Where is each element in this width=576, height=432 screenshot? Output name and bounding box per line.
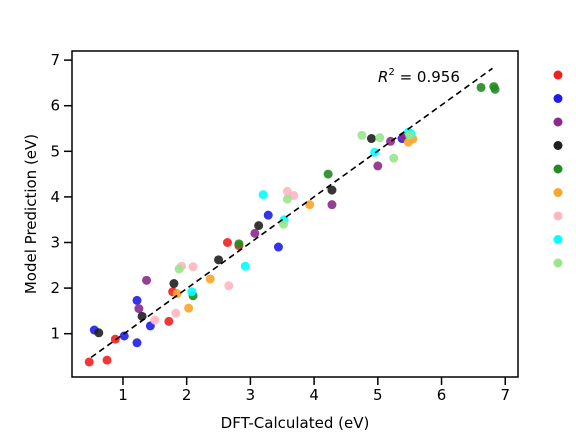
data-point-s2-6 [263,210,273,220]
data-point-s7-6 [282,186,292,196]
data-point-s3-4 [327,200,337,210]
data-point-s3-2 [142,275,152,285]
fit-line [90,67,493,359]
plot-frame [71,50,519,378]
data-point-s6-3 [205,274,215,284]
data-point-s5-3 [323,169,333,179]
x-tick-label: 4 [309,386,319,404]
y-tick-label: 5 [50,142,60,160]
r-squared-base: R [378,68,388,86]
legend-marker-4 [553,141,563,150]
y-tick-label: 7 [50,51,60,69]
data-point-s4-6 [327,185,337,195]
x-tick-label: 6 [437,386,447,404]
x-axis-label: DFT-Calculated (eV) [221,414,370,432]
y-tick-label: 3 [50,233,60,251]
data-point-s9-5 [375,133,385,143]
data-point-s2-4 [132,295,142,305]
data-point-s4-7 [366,134,376,144]
data-point-s4-4 [214,255,224,265]
data-point-s8-1 [187,287,197,297]
legend-marker-9 [553,258,563,268]
legend-marker-6 [553,188,563,197]
data-point-s9-4 [357,130,367,140]
data-point-s3-6 [386,136,396,146]
y-axis-label: Model Prediction (eV) [22,134,40,294]
data-point-s4-1 [94,328,104,338]
x-tick-label: 2 [182,386,192,404]
data-point-s7-2 [171,308,181,318]
data-point-s9-2 [279,219,289,229]
data-point-s8-2 [240,261,250,271]
legend-marker-3 [553,117,563,127]
data-point-s1-6 [222,237,232,247]
data-point-s1-4 [164,316,174,326]
y-tick-label: 6 [50,97,60,115]
data-point-s3-1 [134,304,144,314]
data-point-s7-1 [150,315,160,325]
data-point-s5-4 [476,82,486,92]
data-point-s4-2 [137,311,147,321]
markers-layer [84,82,500,367]
legend-marker-8 [553,235,563,244]
data-point-s2-2 [119,331,129,341]
data-point-s9-3 [282,194,292,204]
r-squared-annotation: R2 = 0.956 [378,67,460,86]
x-tick-label: 5 [373,386,383,404]
y-tick-label: 1 [50,325,60,343]
legend-marker-1 [553,70,563,80]
data-point-s7-4 [188,262,198,272]
legend-marker-7 [553,211,563,221]
legend-marker-5 [553,164,563,174]
data-point-s5-6 [490,84,500,94]
y-tick-label: 4 [50,188,60,206]
data-point-s4-5 [254,221,264,231]
legend-marker-2 [553,94,563,103]
data-point-s8-5 [370,147,380,157]
data-point-s8-3 [258,190,268,200]
data-point-s9-1 [174,264,184,274]
legend [553,70,563,268]
data-point-s3-5 [373,161,383,171]
data-point-s2-7 [273,242,283,252]
data-point-s7-5 [224,281,234,291]
data-point-s6-4 [305,200,315,210]
x-tick-label: 7 [500,386,510,404]
data-point-s1-2 [102,355,112,365]
y-tick-label: 2 [50,279,60,297]
data-point-s6-1 [172,289,182,299]
x-axis: 1 2 3 4 5 6 7 [118,377,510,404]
data-point-s5-2 [234,239,244,249]
r-squared-exponent: 2 [388,67,394,78]
data-point-s1-1 [84,357,94,367]
y-axis: 1 2 3 4 5 6 7 [50,51,72,343]
data-point-s3-3 [250,228,260,238]
data-point-s6-2 [184,303,194,313]
data-point-s4-3 [169,279,179,289]
data-point-s9-7 [405,130,415,140]
x-tick-label: 3 [246,386,256,404]
x-tick-label: 1 [118,386,128,404]
r-squared-value: = 0.956 [395,68,460,86]
data-point-s9-6 [389,153,399,163]
data-point-s2-3 [132,338,142,348]
